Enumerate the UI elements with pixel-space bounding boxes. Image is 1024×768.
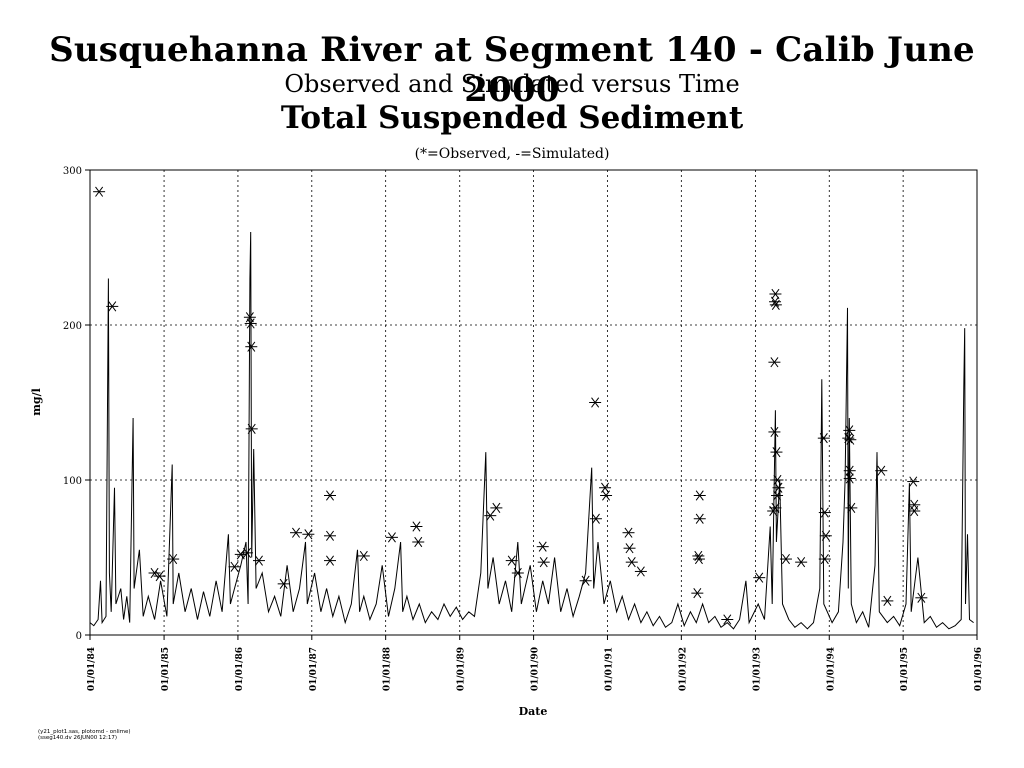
x-tick-label: 01/01/92 xyxy=(678,647,688,691)
y-axis-label: mg/l xyxy=(30,388,43,416)
observed-point xyxy=(243,312,256,323)
observed-point xyxy=(881,595,894,607)
observed-point xyxy=(579,575,592,586)
observed-point xyxy=(907,476,920,487)
observed-point xyxy=(721,614,734,625)
x-tick-label: 01/01/89 xyxy=(457,647,467,691)
x-axis-label: Date xyxy=(519,705,548,718)
observed-point xyxy=(357,550,370,562)
observed-point xyxy=(817,433,830,444)
observed-point xyxy=(819,530,832,541)
observed-point xyxy=(818,507,831,518)
observed-point xyxy=(536,541,549,552)
observed-point xyxy=(634,566,647,577)
observed-point xyxy=(290,527,303,538)
footnote: (y21_plot1.sas, plotomd - onlime) (sseg1… xyxy=(38,729,131,741)
simulated-series xyxy=(89,231,974,630)
observed-point xyxy=(844,434,857,445)
observed-point xyxy=(843,473,856,484)
x-tick-label: 01/01/85 xyxy=(161,647,171,691)
observed-point xyxy=(324,530,337,541)
observed-point xyxy=(779,553,792,565)
observed-point xyxy=(915,592,928,603)
observed-point xyxy=(537,557,550,568)
x-tick-label: 01/01/90 xyxy=(531,647,541,691)
observed-point xyxy=(228,561,241,572)
observed-point xyxy=(93,186,106,197)
observed-point xyxy=(753,572,766,583)
observed-point xyxy=(767,505,780,517)
observed-point xyxy=(252,555,265,566)
observed-point xyxy=(410,521,423,532)
observed-point xyxy=(167,553,180,565)
observed-point xyxy=(843,465,856,476)
x-tick-label: 01/01/86 xyxy=(235,647,245,691)
observed-point xyxy=(244,318,257,329)
y-tick-label: 200 xyxy=(63,321,82,332)
x-tick-label: 01/01/93 xyxy=(752,647,762,691)
observed-point xyxy=(106,301,119,312)
observed-point xyxy=(875,465,888,476)
chart-title: Susquehanna River at Segment 140 - Calib… xyxy=(49,30,975,110)
observed-point xyxy=(818,553,831,565)
observed-point xyxy=(768,357,781,368)
observed-point xyxy=(770,446,783,458)
y-tick-label: 300 xyxy=(63,166,82,177)
observed-point xyxy=(505,555,518,566)
observed-point xyxy=(412,536,425,548)
x-tick-label: 01/01/87 xyxy=(309,647,319,691)
observed-point xyxy=(693,490,706,501)
observed-point xyxy=(693,513,706,524)
observed-point xyxy=(845,502,858,514)
observed-point xyxy=(768,426,781,438)
y-tick-label: 0 xyxy=(76,631,82,642)
observed-point xyxy=(589,397,602,408)
observed-point xyxy=(302,529,315,540)
observed-point xyxy=(908,505,921,517)
x-tick-label: 01/01/91 xyxy=(604,647,614,691)
observed-point xyxy=(234,549,247,560)
observed-point xyxy=(490,502,503,514)
simulated-line xyxy=(89,231,974,630)
axes: 0 100 200 300 01/01/84 01/01/85 01/01/86 01/01/… xyxy=(63,166,984,691)
observed-point xyxy=(241,547,254,558)
observed-point xyxy=(324,555,337,566)
chart-legend-note: (*=Observed, -=Simulated) xyxy=(414,146,610,162)
grid-lines xyxy=(89,169,978,636)
observed-point xyxy=(245,341,258,352)
observed-point xyxy=(589,513,602,524)
observed-series xyxy=(93,186,928,625)
x-tick-label: 01/01/88 xyxy=(383,647,393,691)
observed-point xyxy=(769,299,782,310)
x-tick-label: 01/01/84 xyxy=(87,647,97,691)
chart-constituent-title: Total Suspended Sediment xyxy=(280,100,744,136)
observed-point xyxy=(771,490,784,501)
observed-point xyxy=(153,570,166,582)
chart-subtitle: Observed and Simulated versus Time xyxy=(284,70,740,98)
observed-point xyxy=(511,567,524,579)
y-tick-label: 100 xyxy=(63,476,82,487)
observed-point xyxy=(692,553,705,565)
observed-point xyxy=(324,490,337,501)
observed-point xyxy=(622,527,635,538)
observed-point xyxy=(277,578,290,589)
observed-point xyxy=(385,532,398,543)
observed-point xyxy=(484,510,497,521)
observed-point xyxy=(625,557,638,568)
observed-point xyxy=(245,423,258,434)
x-tick-label: 01/01/96 xyxy=(974,647,984,691)
observed-point xyxy=(623,543,636,554)
observed-point xyxy=(691,588,704,599)
observed-point xyxy=(795,557,808,568)
x-tick-label: 01/01/94 xyxy=(826,647,836,691)
observed-point xyxy=(600,490,613,501)
observed-point xyxy=(842,433,855,444)
x-tick-label: 01/01/95 xyxy=(900,647,910,691)
